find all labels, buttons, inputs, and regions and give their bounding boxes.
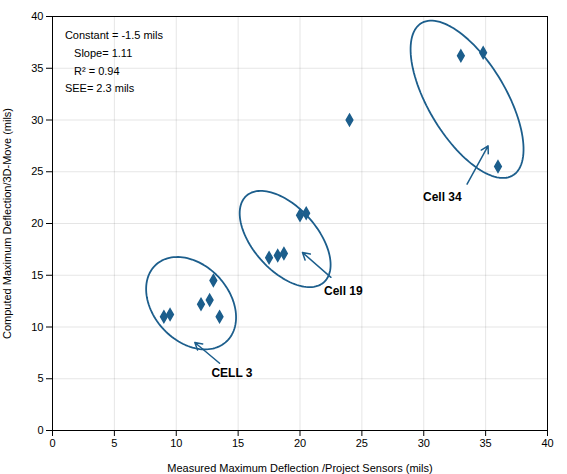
svg-text:30: 30 — [418, 437, 430, 449]
svg-text:15: 15 — [232, 437, 244, 449]
svg-text:Cell 19: Cell 19 — [324, 284, 363, 298]
svg-text:Computed Maximum Deflection/3D: Computed Maximum Deflection/3D-Move (mil… — [1, 108, 13, 339]
svg-text:CELL 3: CELL 3 — [211, 366, 252, 380]
svg-text:40: 40 — [541, 437, 553, 449]
svg-text:30: 30 — [31, 114, 43, 126]
svg-text:10: 10 — [170, 437, 182, 449]
svg-text:5: 5 — [37, 372, 43, 384]
svg-text:10: 10 — [31, 321, 43, 333]
svg-text:35: 35 — [31, 62, 43, 74]
svg-text:20: 20 — [31, 217, 43, 229]
svg-text:0: 0 — [37, 424, 43, 436]
svg-text:15: 15 — [31, 269, 43, 281]
svg-text:Cell 34: Cell 34 — [423, 190, 462, 204]
svg-text:Constant = -1.5 mils Slope=: Constant = -1.5 mils Slope= 1.11 R² = 0.… — [65, 29, 164, 94]
svg-text:20: 20 — [294, 437, 306, 449]
svg-text:5: 5 — [111, 437, 117, 449]
svg-text:25: 25 — [31, 165, 43, 177]
svg-text:25: 25 — [356, 437, 368, 449]
svg-text:35: 35 — [480, 437, 492, 449]
svg-text:0: 0 — [49, 437, 55, 449]
svg-text:40: 40 — [31, 10, 43, 22]
svg-text:Measured Maximum Deflection /P: Measured Maximum Deflection /Project Sen… — [167, 462, 432, 474]
